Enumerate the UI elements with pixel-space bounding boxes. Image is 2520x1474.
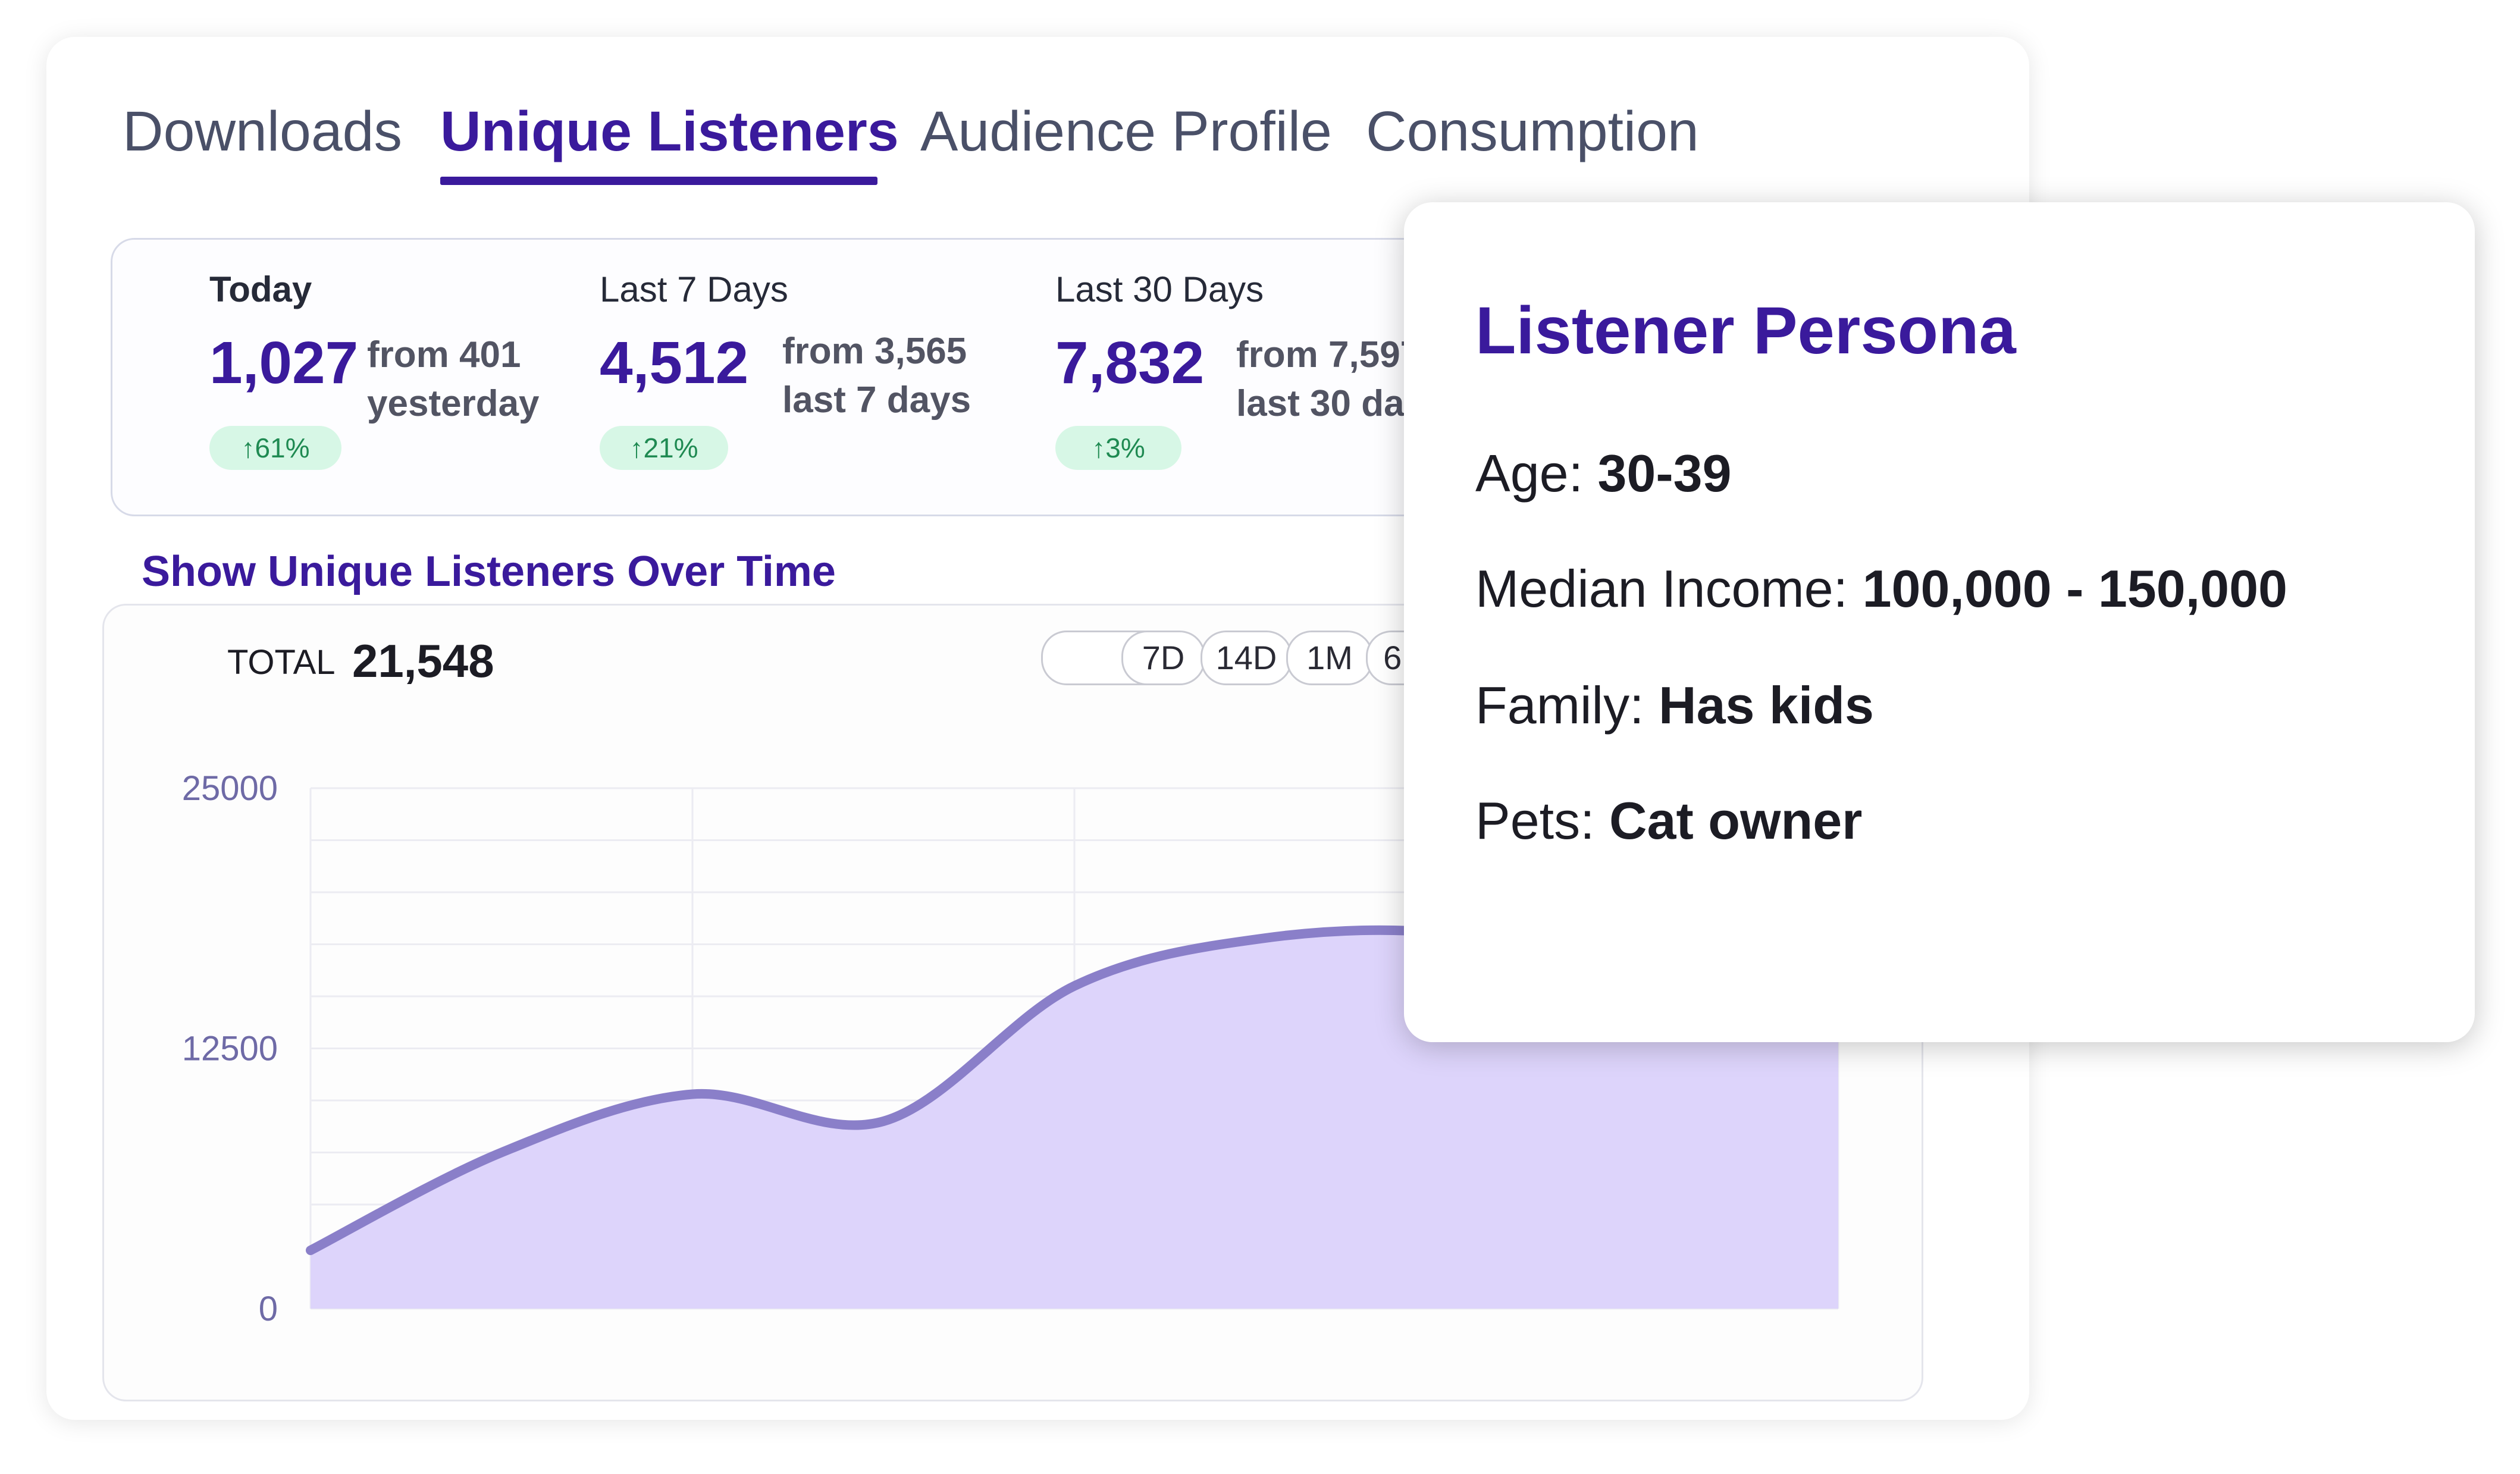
total-label: TOTAL [227, 643, 336, 682]
arrow-up-icon: ↑ [1092, 432, 1106, 463]
persona-row-family: Family: Has kids [1475, 679, 1874, 732]
tab-downloads[interactable]: Downloads [123, 100, 402, 163]
arrow-up-icon: ↑ [629, 432, 644, 463]
persona-income-value: 100,000 - 150,000 [1862, 559, 2287, 618]
stat-7d-change-badge: ↑21% [600, 426, 728, 470]
persona-row-pets: Pets: Cat owner [1475, 795, 1862, 847]
listener-persona-card: Listener Persona Age: 30-39 Median Incom… [1404, 202, 2475, 1042]
persona-family-value: Has kids [1659, 676, 1874, 735]
stat-today-from-line2: yesterday [367, 383, 540, 424]
tab-audience-profile[interactable]: Audience Profile [920, 100, 1332, 163]
active-tab-indicator [440, 177, 877, 185]
persona-pets-value: Cat owner [1609, 791, 1863, 850]
persona-row-age: Age: 30-39 [1475, 447, 1732, 500]
range-button-14d[interactable]: 14D [1201, 631, 1292, 685]
range-button-7d[interactable]: 7D [1121, 631, 1205, 685]
stat-today-change: 61% [255, 432, 310, 463]
stat-7d-from-line2: last 7 days [782, 380, 971, 421]
persona-row-income: Median Income: 100,000 - 150,000 [1475, 563, 2287, 615]
stat-today-change-badge: ↑61% [209, 426, 341, 470]
persona-pets-key: Pets: [1475, 791, 1595, 850]
arrow-up-icon: ↑ [241, 432, 255, 463]
y-tick-label: 0 [259, 1290, 278, 1328]
stat-7d-from: from 3,565 last 7 days [782, 327, 971, 425]
stat-7d-label: Last 7 Days [600, 269, 788, 309]
persona-age-value: 30-39 [1597, 444, 1732, 503]
total-value: 21,548 [352, 635, 494, 687]
stat-today-from-line1: from 401 [367, 334, 521, 375]
stat-today-value: 1,027 [209, 330, 359, 396]
y-tick-label: 12500 [182, 1030, 278, 1068]
stat-30d-from-line1: from 7,597 [1236, 334, 1421, 375]
persona-income-key: Median Income: [1475, 559, 1848, 618]
stat-today-from: from 401 yesterday [367, 331, 540, 428]
stat-30d-value: 7,832 [1055, 330, 1205, 396]
persona-title: Listener Persona [1475, 293, 2016, 368]
tab-unique-listeners[interactable]: Unique Listeners [440, 100, 899, 163]
persona-family-key: Family: [1475, 676, 1644, 735]
stats-summary [111, 238, 1661, 516]
persona-age-key: Age: [1475, 444, 1584, 503]
chart-heading[interactable]: Show Unique Listeners Over Time [142, 548, 836, 595]
stat-30d-change-badge: ↑3% [1055, 426, 1181, 470]
stat-7d-change: 21% [643, 432, 698, 463]
stat-today-label: Today [209, 269, 312, 309]
stat-30d-label: Last 30 Days [1055, 269, 1264, 309]
range-button-1m[interactable]: 1M [1286, 631, 1373, 685]
y-tick-label: 25000 [182, 769, 278, 808]
stat-30d-change: 3% [1105, 432, 1145, 463]
tab-consumption[interactable]: Consumption [1366, 100, 1699, 163]
stat-7d-from-line1: from 3,565 [782, 331, 967, 372]
stat-7d-value: 4,512 [600, 330, 749, 396]
